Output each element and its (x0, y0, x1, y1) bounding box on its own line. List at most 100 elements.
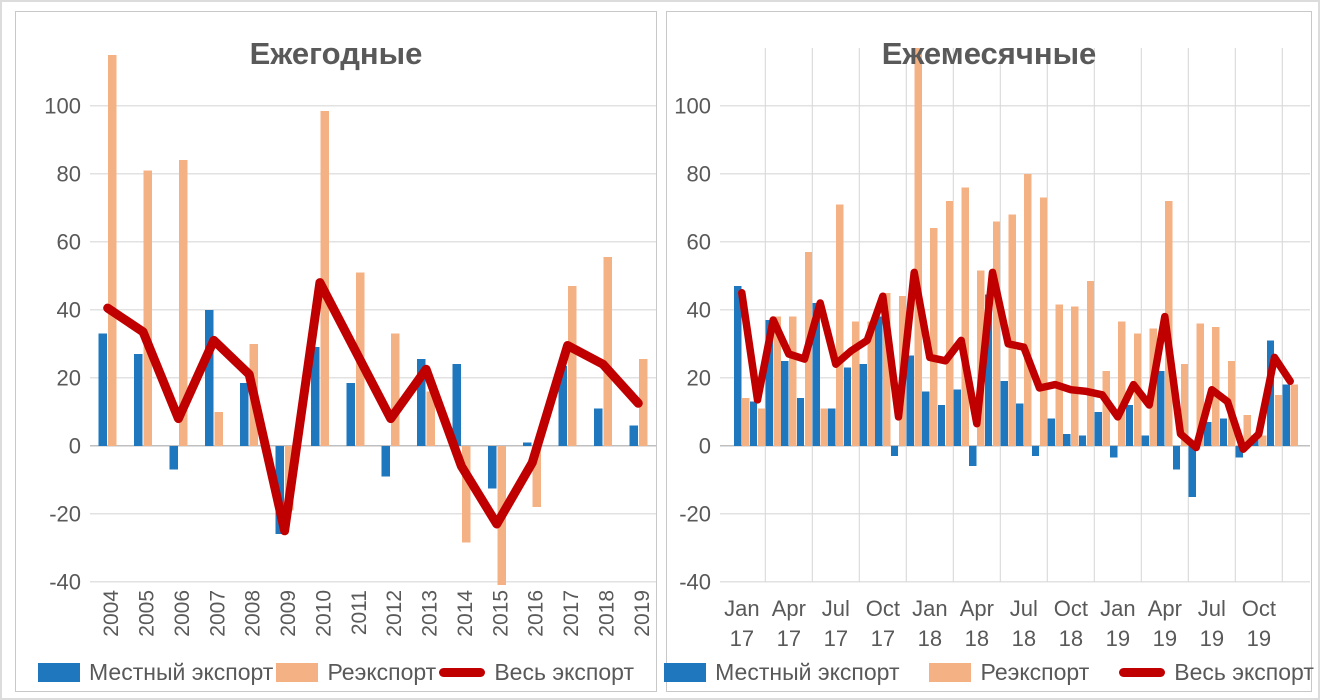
x-tick-label-year: 17 (871, 626, 895, 651)
legend-item-local-export: Местный экспорт (664, 658, 900, 685)
local-export-bar (1063, 433, 1071, 446)
reexport-bar (1086, 280, 1095, 446)
reexport-bar (1039, 197, 1048, 446)
x-tick-label: 2015 (489, 590, 512, 637)
reexport-bar (820, 408, 828, 446)
local-export-bar (843, 367, 852, 446)
reexport-bar (1180, 364, 1189, 446)
local-export-bar (1125, 405, 1134, 446)
x-tick-label: 2005 (136, 590, 159, 637)
local-export-bar (1016, 403, 1024, 446)
x-tick-label-year: 18 (918, 626, 942, 651)
reexport-bar (1008, 214, 1016, 446)
x-tick-label: 2016 (525, 590, 548, 637)
local-export-bar (1204, 422, 1212, 446)
local-export-bar (828, 408, 836, 446)
x-tick-label-month: Jan (912, 596, 947, 621)
y-tick-label: 40 (57, 297, 81, 322)
x-tick-label: 2008 (242, 590, 265, 637)
local-export-bar (487, 445, 497, 489)
y-tick-label: 40 (687, 297, 711, 322)
local-export-bar (1235, 445, 1243, 458)
annual-chart-canvas: -40 -20 0 20 40 60 80 100 2004 2005 2006 2007 2008 20… (44, 54, 656, 637)
x-tick-label-month: Oct (1054, 596, 1088, 621)
local-export-bar (984, 294, 993, 446)
local-export-bar (1172, 445, 1181, 470)
x-tick-label-year: 19 (1200, 626, 1224, 651)
x-tick-label-year: 18 (1059, 626, 1083, 651)
reexport-bar (532, 445, 542, 507)
total-export-line (738, 268, 1294, 453)
reexport-bar (178, 160, 188, 446)
local-export-bar (875, 316, 883, 446)
local-export-bar (937, 405, 946, 446)
total-export-line-swatch-icon (439, 667, 486, 677)
annual-chart-panel: Ежегодные -40 -20 0 20 40 60 80 100 2004 2005 2006… (15, 11, 657, 692)
local-export-bar (346, 382, 355, 446)
y-tick-label: -20 (49, 501, 81, 526)
legend-item-local-export: Местный экспорт (38, 660, 273, 684)
reexport-bar (961, 187, 969, 446)
x-tick-label: 2007 (206, 590, 229, 637)
reexport-bar (1071, 306, 1079, 446)
reexport-bar (1212, 326, 1220, 446)
y-tick-label: -40 (49, 569, 81, 594)
y-tick-label: 0 (69, 433, 81, 458)
legend-item-total-export: Весь экспорт (439, 660, 634, 684)
local-export-bar (1141, 435, 1149, 446)
reexport-bar (426, 391, 436, 446)
local-export-bar (1000, 381, 1008, 446)
reexport-bar (789, 316, 797, 446)
reexport-bar (930, 228, 938, 446)
x-tick-label-year: 18 (1012, 626, 1036, 651)
reexport-bar (568, 286, 577, 446)
y-tick-label: 80 (57, 161, 81, 186)
reexport-swatch-icon (276, 662, 319, 682)
reexport-bar (836, 204, 844, 446)
x-tick-label-month: Jul (822, 596, 850, 621)
reexport-bar (851, 321, 860, 446)
local-export-bar (1031, 445, 1040, 456)
reexport-bar (757, 408, 766, 446)
local-export-bar (734, 286, 742, 446)
y-tick-label: 100 (44, 93, 81, 118)
reexport-bar (1102, 371, 1110, 446)
y-tick-label: 80 (687, 161, 711, 186)
local-export-swatch-icon (664, 662, 707, 682)
reexport-bar (391, 333, 400, 446)
reexport-bar (1118, 321, 1126, 446)
x-tick-label-month: Jul (1010, 596, 1038, 621)
reexport-bar (1259, 435, 1267, 446)
reexport-bar (914, 48, 922, 446)
legend-item-reexport: Реэкспорт (929, 660, 1089, 684)
local-export-bar (629, 425, 638, 446)
reexport-bar (1290, 384, 1298, 446)
x-tick-label-month: Apr (772, 596, 806, 621)
local-export-bar (749, 401, 758, 446)
local-export-bar (1047, 418, 1055, 446)
reexport-bar (867, 321, 875, 446)
local-export-bar (558, 365, 568, 446)
x-tick-label: 2012 (383, 590, 406, 637)
x-tick-label: 2004 (100, 590, 123, 637)
legend-label-local-export: Местный экспорт (715, 658, 900, 685)
x-tick-label-month: Jul (1198, 596, 1226, 621)
local-export-bar (922, 391, 930, 446)
x-tick-label-year: 17 (777, 626, 801, 651)
local-export-bar (781, 360, 789, 446)
reexport-bar (143, 170, 153, 446)
reexport-bar (320, 110, 329, 446)
x-tick-label: 2006 (171, 590, 194, 637)
reexport-bar (638, 359, 648, 446)
reexport-swatch-icon (929, 662, 972, 682)
reexport-bar (883, 292, 891, 446)
local-export-bar (523, 442, 532, 446)
y-tick-label: 100 (674, 93, 711, 118)
local-export-bar (98, 333, 108, 446)
local-export-bar (906, 355, 914, 446)
local-export-bar (593, 408, 603, 446)
local-export-bar (381, 445, 391, 477)
reexport-bar (214, 411, 223, 446)
local-export-bar (812, 303, 820, 446)
y-tick-label: -20 (679, 501, 711, 526)
